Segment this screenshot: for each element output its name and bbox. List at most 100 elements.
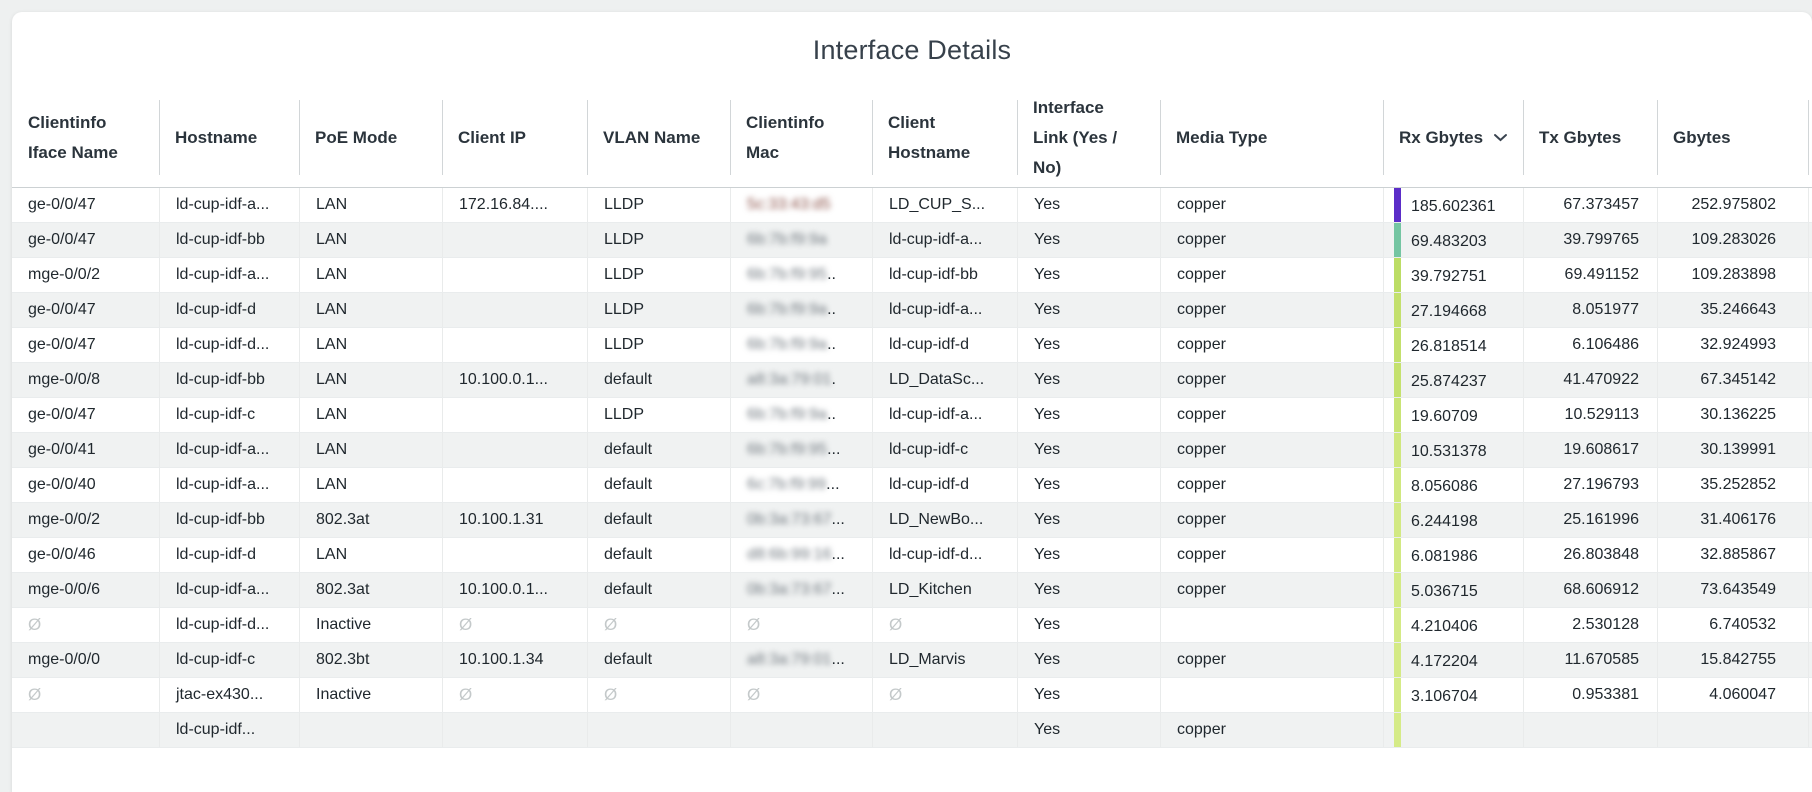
header-cell-ip[interactable]: Client IP xyxy=(442,88,587,187)
table-row[interactable]: mge-0/0/0 ld-cup-idf-c 802.3bt 10.100.1.34 d… xyxy=(12,643,1812,678)
cell-text: ge-0/0/47 xyxy=(28,406,96,423)
header-cell-vlan[interactable]: VLAN Name xyxy=(587,88,730,187)
header-cell-mac[interactable]: Clientinfo Mac xyxy=(730,88,872,187)
cell-gbytes: 30.136225 xyxy=(1657,398,1809,432)
mac-ellipsis: .. xyxy=(827,301,836,318)
cell-text: copper xyxy=(1177,301,1226,318)
cell-client: ld-cup-idf-d xyxy=(872,328,1017,362)
rx-value: 4.172204 xyxy=(1411,652,1478,670)
mac-ellipsis: ... xyxy=(826,476,840,493)
table-row[interactable]: ge-0/0/47 ld-cup-idf-d... LAN LLDP 6b:7b:f9:… xyxy=(12,328,1812,363)
cell-mac: 6b:7b:f9:95... xyxy=(730,433,872,467)
header-label: Clientinfo Iface Name xyxy=(28,112,118,162)
empty-value-marker: Ø xyxy=(28,615,42,634)
table-row[interactable]: mge-0/0/8 ld-cup-idf-bb LAN 10.100.0.1... de… xyxy=(12,363,1812,398)
header-cell-iface[interactable]: Clientinfo Iface Name xyxy=(12,88,159,187)
header-cell-gbytes[interactable]: Gbytes xyxy=(1657,88,1809,187)
cell-text: 32.885867 xyxy=(1700,546,1776,563)
header-cell-link[interactable]: Interface Link (Yes / No) xyxy=(1017,88,1160,187)
cell-hostname: ld-cup-idf-d... xyxy=(159,608,299,642)
header-cell-client[interactable]: Client Hostname xyxy=(872,88,1017,187)
cell-poe: LAN xyxy=(299,363,442,397)
cell-text: ld-cup-idf-d xyxy=(889,476,970,493)
mac-redacted-value: a8:3a:79:01 xyxy=(747,651,832,668)
rx-heat-bar xyxy=(1394,293,1401,327)
cell-hostname: ld-cup-idf-bb xyxy=(159,363,299,397)
header-cell-poe[interactable]: PoE Mode xyxy=(299,88,442,187)
cell-vlan: LLDP xyxy=(587,328,730,362)
mac-ellipsis: .. xyxy=(827,336,836,353)
mac-redacted-value: 5c:33:43:d5 xyxy=(747,196,831,213)
table-row[interactable]: mge-0/0/2 ld-cup-idf-bb 802.3at 10.100.1.31… xyxy=(12,503,1812,538)
cell-gbytes: 15.842755 xyxy=(1657,643,1809,677)
table-row[interactable]: ge-0/0/47 ld-cup-idf-d LAN LLDP 6b:7b:f9:9a.… xyxy=(12,293,1812,328)
cell-client: LD_Kitchen xyxy=(872,573,1017,607)
table-row[interactable]: mge-0/0/2 ld-cup-idf-a... LAN LLDP 6b:7b:f9:… xyxy=(12,258,1812,293)
header-cell-tx[interactable]: Tx Gbytes xyxy=(1523,88,1657,187)
cell-media xyxy=(1160,678,1383,712)
cell-text: ld-cup-idf-bb xyxy=(176,371,265,388)
table-row[interactable]: ld-cup-idf... Yes copper xyxy=(12,713,1812,748)
cell-tx: 39.799765 xyxy=(1523,223,1657,257)
cell-iface: ge-0/0/40 xyxy=(12,468,159,502)
cell-ip: 10.100.0.1... xyxy=(442,363,587,397)
cell-text: LD_DataSc... xyxy=(889,371,985,388)
cell-gbytes: 32.924993 xyxy=(1657,328,1809,362)
cell-vlan: LLDP xyxy=(587,258,730,292)
cell-text: copper xyxy=(1177,581,1226,598)
cell-ip: 172.16.84.... xyxy=(442,188,587,222)
cell-link: Yes xyxy=(1017,503,1160,537)
cell-iface: mge-0/0/8 xyxy=(12,363,159,397)
cell-tx: 8.051977 xyxy=(1523,293,1657,327)
header-label: Interface Link (Yes / No) xyxy=(1033,97,1118,177)
cell-hostname: ld-cup-idf-d... xyxy=(159,328,299,362)
cell-media: copper xyxy=(1160,188,1383,222)
cell-rx: 5.036715 xyxy=(1383,573,1523,607)
table-row[interactable]: ge-0/0/46 ld-cup-idf-d LAN default d8:6b:99:… xyxy=(12,538,1812,573)
cell-rx: 8.056086 xyxy=(1383,468,1523,502)
header-cell-media[interactable]: Media Type xyxy=(1160,88,1383,187)
cell-text: ge-0/0/40 xyxy=(28,476,96,493)
cell-text: 6.106486 xyxy=(1572,336,1639,353)
table-row[interactable]: ge-0/0/47 ld-cup-idf-a... LAN 172.16.84....… xyxy=(12,188,1812,223)
cell-tx: 6.106486 xyxy=(1523,328,1657,362)
rx-value: 6.244198 xyxy=(1411,512,1478,530)
header-label: Gbytes xyxy=(1673,127,1731,147)
table-row[interactable]: ge-0/0/47 ld-cup-idf-c LAN LLDP 6b:7b:f9:9a.… xyxy=(12,398,1812,433)
table-row[interactable]: ge-0/0/47 ld-cup-idf-bb LAN LLDP 6b:7b:f9:9a… xyxy=(12,223,1812,258)
cell-text: ld-cup-idf-d... xyxy=(176,616,270,633)
cell-media: copper xyxy=(1160,573,1383,607)
cell-gbytes: 30.139991 xyxy=(1657,433,1809,467)
header-cell-hostname[interactable]: Hostname xyxy=(159,88,299,187)
table-row[interactable]: mge-0/0/6 ld-cup-idf-a... 802.3at 10.100.0.… xyxy=(12,573,1812,608)
cell-rx: 25.874237 xyxy=(1383,363,1523,397)
cell-vlan: Ø xyxy=(587,678,730,712)
cell-link: Yes xyxy=(1017,713,1160,747)
cell-text: LLDP xyxy=(604,266,645,283)
mac-ellipsis: ... xyxy=(831,651,845,668)
chevron-down-icon[interactable] xyxy=(1493,133,1508,142)
rx-heat-bar xyxy=(1394,468,1401,502)
cell-vlan: default xyxy=(587,503,730,537)
rx-value: 26.818514 xyxy=(1411,337,1487,355)
cell-text: copper xyxy=(1177,406,1226,423)
header-label: VLAN Name xyxy=(603,127,701,147)
cell-tx: 2.530128 xyxy=(1523,608,1657,642)
table-row[interactable]: ge-0/0/41 ld-cup-idf-a... LAN default 6b:7b:… xyxy=(12,433,1812,468)
cell-text: ld-cup-idf-a... xyxy=(176,266,270,283)
cell-media: copper xyxy=(1160,503,1383,537)
cell-vlan: LLDP xyxy=(587,293,730,327)
cell-text: Yes xyxy=(1034,336,1061,353)
cell-link: Yes xyxy=(1017,468,1160,502)
table-row[interactable]: ge-0/0/40 ld-cup-idf-a... LAN default 6c:7b:… xyxy=(12,468,1812,503)
header-cell-rx[interactable]: Rx Gbytes xyxy=(1383,88,1523,187)
cell-text: 109.283026 xyxy=(1691,231,1776,248)
cell-ip xyxy=(442,328,587,362)
cell-client: ld-cup-idf-a... xyxy=(872,223,1017,257)
cell-text: 8.051977 xyxy=(1572,301,1639,318)
mac-ellipsis: .. xyxy=(827,406,836,423)
rx-heat-bar xyxy=(1394,363,1401,397)
cell-text: Yes xyxy=(1034,266,1061,283)
